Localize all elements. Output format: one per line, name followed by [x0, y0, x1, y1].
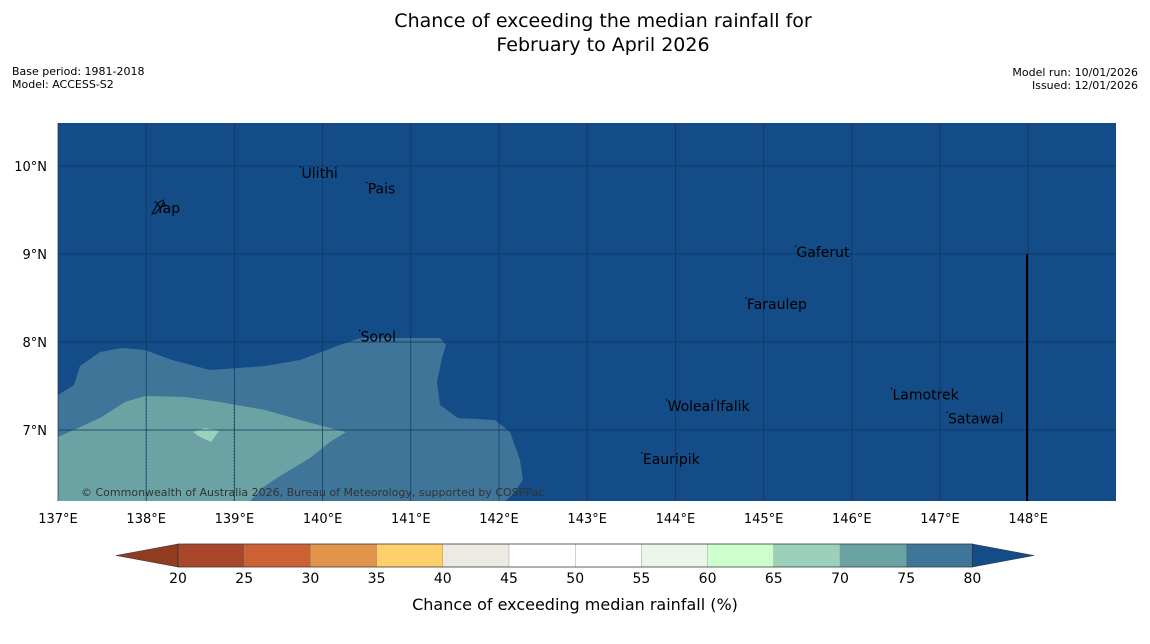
- yap-island: [151, 199, 166, 215]
- place-label: Ifalik: [716, 399, 750, 415]
- place-label: Satawal: [948, 411, 1003, 427]
- colorbar-tick-label: 55: [632, 571, 650, 587]
- place-label: Sorol: [361, 329, 396, 345]
- lon-tick-label: 148°E: [1008, 512, 1048, 527]
- lon-tick-label: 141°E: [391, 512, 431, 527]
- title-line-1: Chance of exceeding the median rainfall …: [394, 10, 812, 32]
- place-marker: [946, 411, 948, 414]
- copyright-text: © Commonwealth of Australia 2026, Bureau…: [81, 486, 544, 499]
- map-title: Chance of exceeding the median rainfall …: [0, 9, 1150, 57]
- colorbar-tick-label: 50: [566, 571, 584, 587]
- lon-tick-label: 142°E: [479, 512, 519, 527]
- lat-tick-label: 10°N: [14, 160, 47, 175]
- colorbar-segment: [906, 543, 974, 568]
- base-period: Base period: 1981-2018: [12, 65, 145, 78]
- lat-tick-label: 8°N: [23, 336, 48, 351]
- place-label: Yap: [155, 201, 180, 217]
- lon-tick-label: 137°E: [38, 512, 78, 527]
- latitude-labels: 10°N 9°N 8°N 7°N: [14, 160, 47, 439]
- place-marker: [714, 399, 716, 401]
- place-marker: [665, 399, 668, 401]
- place-marker: [358, 329, 361, 332]
- colorbar-segment: [310, 543, 378, 568]
- place-label: Eauripik: [643, 452, 701, 468]
- colorbar-segment: [177, 543, 245, 568]
- place-label: Pais: [368, 182, 396, 198]
- colorbar-tick-label: 45: [500, 571, 518, 587]
- colorbar-tick-label: 30: [301, 571, 319, 587]
- colorbar-label: Chance of exceeding median rainfall (%): [412, 595, 738, 614]
- gridlines: [57, 123, 1116, 501]
- model-name: Model: ACCESS-S2: [12, 78, 114, 91]
- lon-tick-label: 139°E: [215, 512, 255, 527]
- place-marker: [641, 452, 643, 454]
- colorbar-segment: [442, 543, 510, 568]
- colorbar-segment: [641, 543, 709, 568]
- colorbar-over-arrow: [972, 543, 1035, 568]
- issued-date: Issued: 12/01/2026: [1031, 79, 1138, 92]
- meta-right: Model run: 10/01/2026 Issued: 12/01/2026: [1012, 66, 1138, 92]
- meta-left: Base period: 1981-2018 Model: ACCESS-S2: [12, 65, 144, 91]
- longitude-labels: 137°E 138°E 139°E 140°E 141°E 142°E 143°E 144°E…: [38, 512, 1048, 527]
- place-marker: [890, 387, 893, 390]
- lat-tick-label: 9°N: [23, 248, 48, 263]
- lon-tick-label: 145°E: [744, 512, 784, 527]
- colorbar-segment: [707, 543, 775, 568]
- place-marker: [365, 181, 368, 184]
- colorbar-tick-label: 60: [699, 571, 717, 587]
- place-label: Woleai: [668, 399, 715, 415]
- colorbar-under-arrow: [115, 543, 179, 568]
- place-label: Lamotrek: [892, 388, 959, 404]
- colorbar-segment: [575, 543, 643, 568]
- contour-65-70: [193, 428, 219, 442]
- place-label: Faraulep: [747, 297, 807, 313]
- place-label: Ulithi: [302, 166, 338, 182]
- colorbar: [115, 543, 1035, 568]
- place-marker: [794, 245, 797, 247]
- place-marker: [299, 166, 302, 168]
- contour-70-75: [58, 396, 346, 501]
- colorbar-segment: [773, 543, 841, 568]
- colorbar-tick-label: 20: [169, 571, 187, 587]
- colorbar-tick-label: 75: [897, 571, 915, 587]
- colorbar-tick-label: 80: [963, 571, 981, 587]
- lon-tick-label: 146°E: [832, 512, 872, 527]
- place-marker: [154, 201, 156, 203]
- model-run: Model run: 10/01/2026: [1012, 66, 1138, 79]
- colorbar-tick-label: 25: [235, 571, 253, 587]
- colorbar-tick-label: 35: [368, 571, 386, 587]
- lon-tick-label: 138°E: [126, 512, 166, 527]
- colorbar-segment: [376, 543, 444, 568]
- lon-tick-label: 147°E: [920, 512, 960, 527]
- place-labels: Ulithi Pais Yap Gaferut Faraulep Sorol Woleai I…: [154, 166, 1004, 468]
- colorbar-tick-label: 65: [765, 571, 783, 587]
- colorbar-frame: [177, 543, 973, 568]
- title-line-2: February to April 2026: [496, 34, 710, 56]
- colorbar-segment: [839, 543, 907, 568]
- lon-tick-label: 144°E: [656, 512, 696, 527]
- place-marker: [745, 297, 747, 299]
- colorbar-tick-label: 40: [434, 571, 452, 587]
- colorbar-segment: [243, 543, 312, 568]
- place-label: Gaferut: [796, 245, 850, 261]
- colorbar-segment: [508, 543, 576, 568]
- colorbar-tick-label: 70: [831, 571, 849, 587]
- lat-tick-label: 7°N: [23, 424, 48, 439]
- colorbar-ticks: 20 25 30 35 40 45 50 55 60 65 70 75 80: [169, 571, 981, 587]
- lon-tick-label: 140°E: [303, 512, 343, 527]
- lon-tick-label: 143°E: [567, 512, 607, 527]
